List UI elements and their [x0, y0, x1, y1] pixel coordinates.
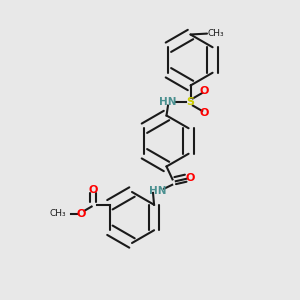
Text: S: S [187, 97, 194, 107]
Text: CH₃: CH₃ [207, 29, 224, 38]
Text: O: O [76, 209, 86, 219]
Text: O: O [199, 85, 209, 96]
Text: O: O [199, 108, 209, 118]
Text: HN: HN [159, 97, 177, 107]
Text: HN: HN [149, 185, 166, 196]
Text: O: O [89, 185, 98, 195]
Text: CH₃: CH₃ [50, 209, 66, 218]
Text: O: O [186, 172, 195, 183]
